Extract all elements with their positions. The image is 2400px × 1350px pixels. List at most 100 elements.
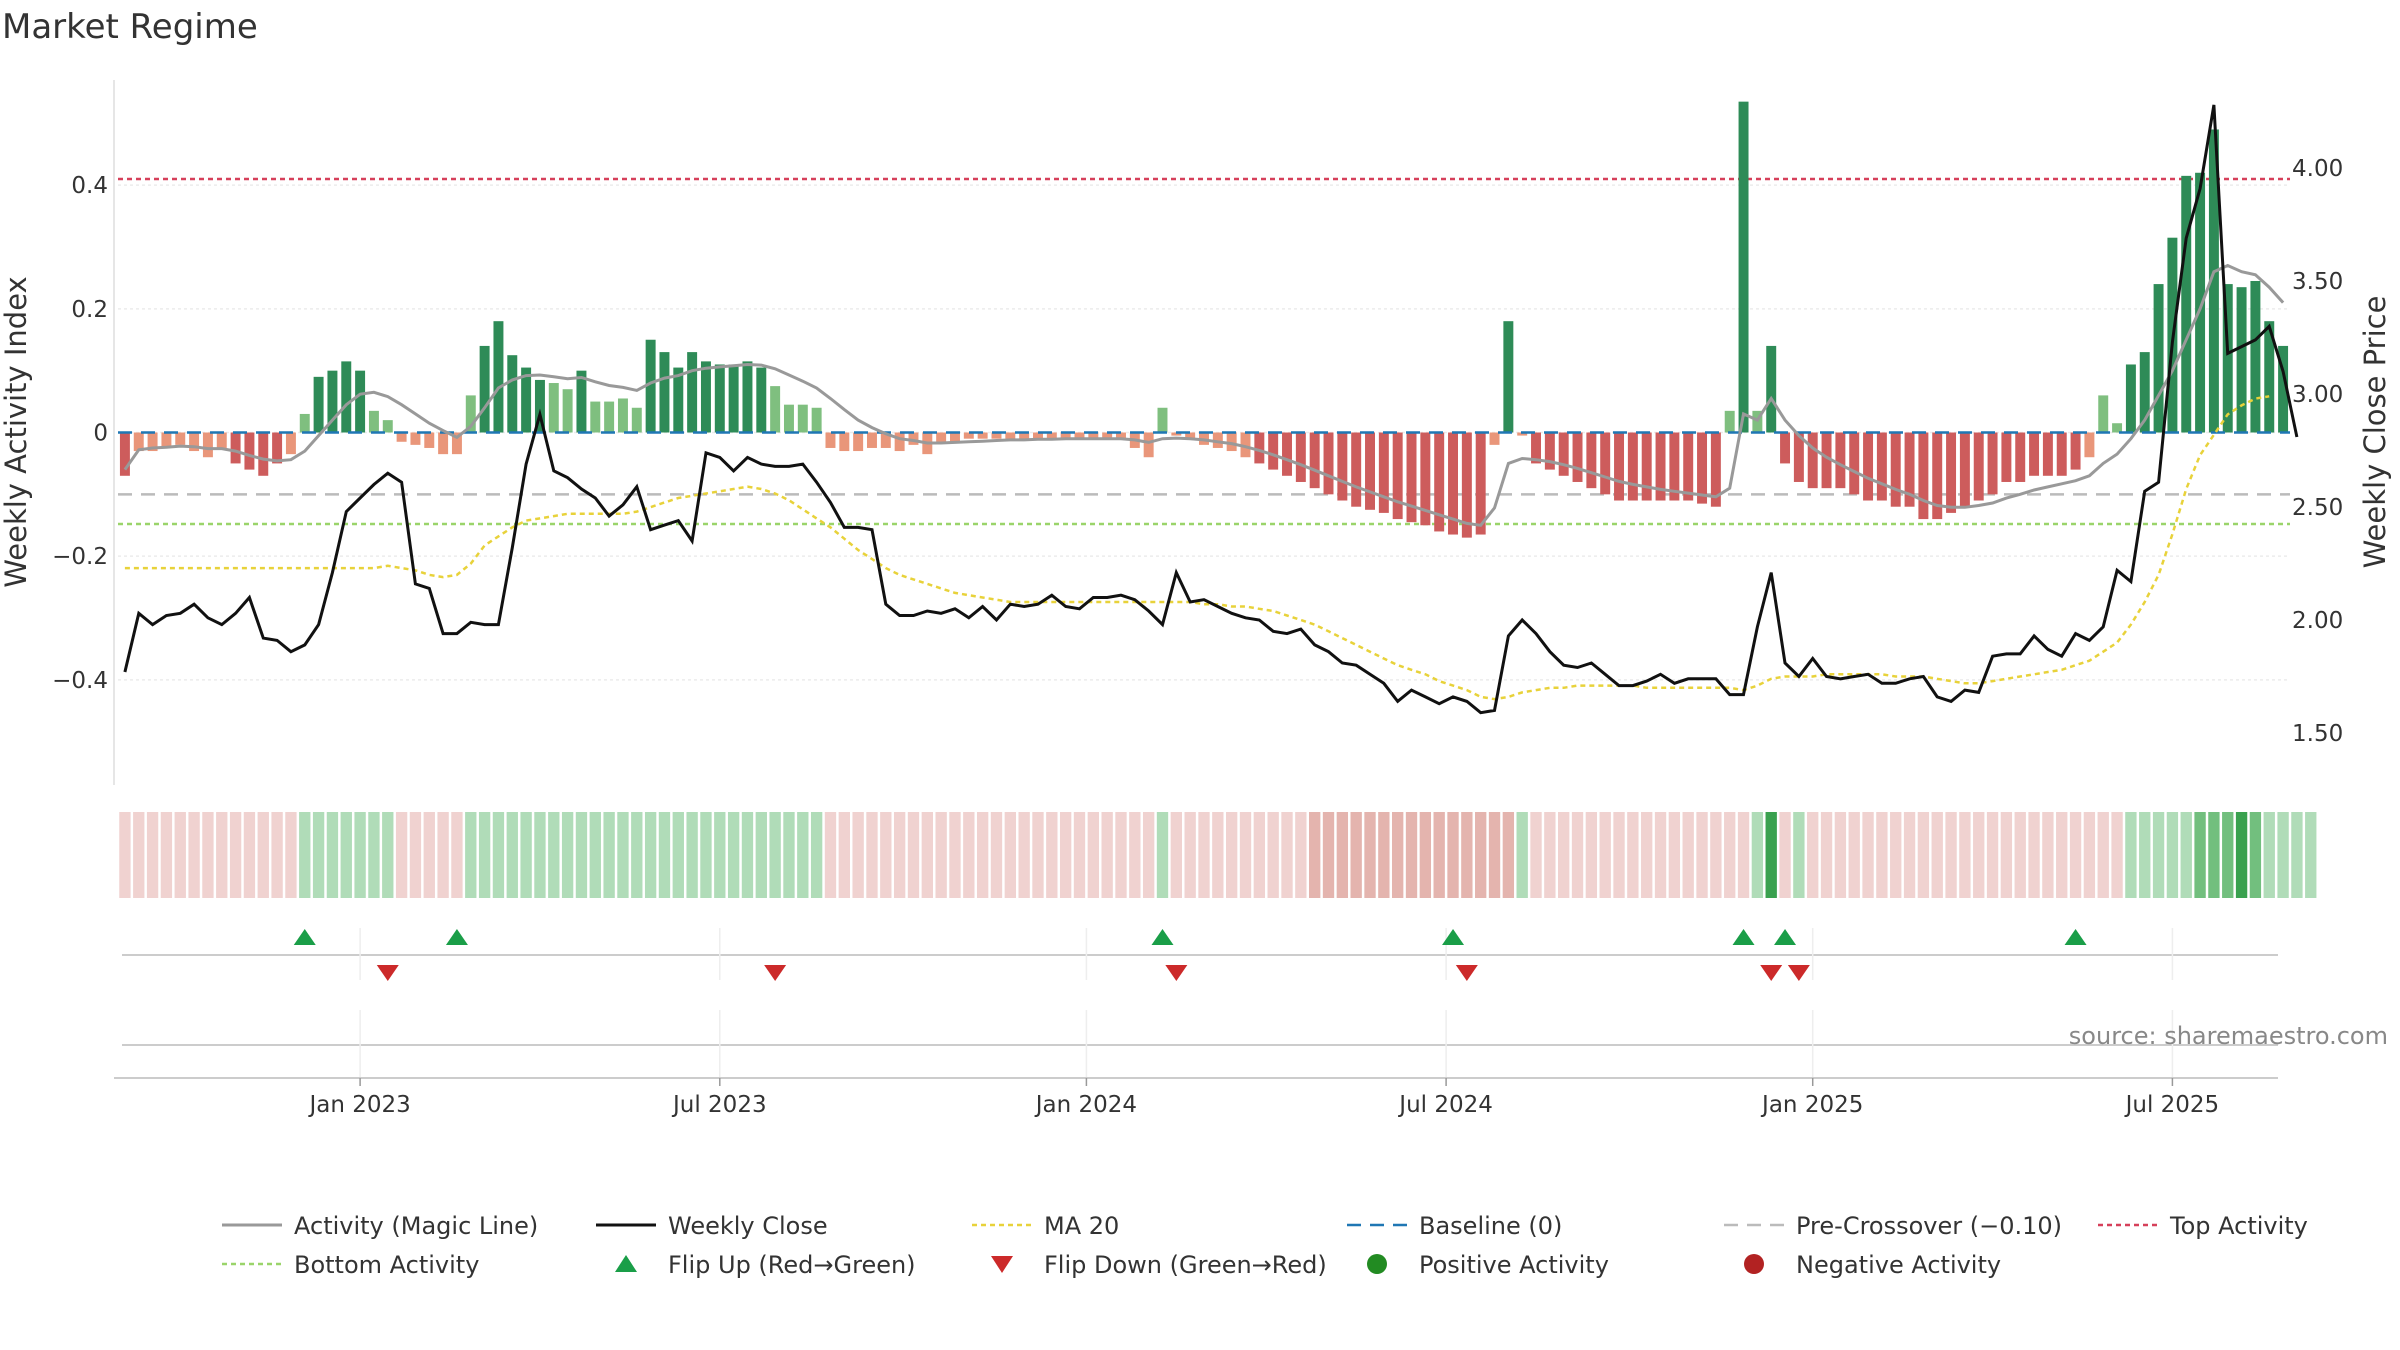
activity-bar bbox=[1461, 432, 1472, 538]
regime-cell bbox=[810, 812, 823, 898]
activity-bar bbox=[1973, 432, 1984, 501]
regime-cell bbox=[451, 812, 463, 898]
x-tick-label: Jul 2023 bbox=[671, 1092, 767, 1118]
regime-cell bbox=[852, 812, 864, 898]
regime-cell bbox=[2056, 812, 2068, 898]
activity-bar bbox=[866, 432, 877, 448]
regime-cell bbox=[1779, 812, 1791, 898]
regime-cell bbox=[1710, 812, 1722, 898]
activity-bar bbox=[548, 383, 559, 433]
regime-cell bbox=[2152, 812, 2165, 898]
regime-cell bbox=[1544, 812, 1556, 898]
activity-bar bbox=[963, 432, 974, 439]
regime-cell bbox=[409, 812, 422, 898]
activity-bar bbox=[617, 398, 628, 433]
flip-down-marker bbox=[1455, 965, 1478, 981]
activity-bar bbox=[1517, 432, 1528, 436]
flip-down-marker bbox=[1760, 965, 1783, 981]
regime-cell bbox=[714, 812, 726, 898]
activity-bar bbox=[1282, 432, 1292, 476]
y-left-tick: −0.4 bbox=[52, 668, 108, 694]
regime-cell bbox=[1488, 812, 1501, 898]
regime-cell bbox=[561, 812, 574, 898]
legend-label: Activity (Magic Line) bbox=[294, 1212, 538, 1240]
regime-cell bbox=[1281, 812, 1293, 898]
regime-cell bbox=[976, 812, 989, 898]
activity-bar bbox=[244, 432, 255, 470]
activity-bar bbox=[1365, 432, 1375, 510]
activity-bar bbox=[1780, 432, 1791, 464]
regime-cell bbox=[160, 812, 173, 898]
flip-down-marker bbox=[376, 965, 399, 981]
regime-cell bbox=[437, 812, 449, 898]
regime-cell bbox=[1917, 812, 1930, 898]
y-right-tick: 4.00 bbox=[2292, 156, 2343, 182]
regime-cell bbox=[312, 812, 325, 898]
regime-cell bbox=[1184, 812, 1196, 898]
y-left-tick: 0 bbox=[93, 421, 108, 447]
regime-cell bbox=[797, 812, 809, 898]
legend-label: Baseline (0) bbox=[1419, 1212, 1562, 1240]
activity-bar bbox=[1309, 432, 1320, 489]
activity-bar bbox=[770, 386, 781, 433]
activity-bar bbox=[1946, 432, 1957, 513]
activity-bar bbox=[1489, 432, 1500, 445]
activity-bar bbox=[1849, 432, 1860, 495]
activity-bar bbox=[521, 367, 532, 433]
y-right-tick: 2.50 bbox=[2292, 495, 2343, 521]
ma20-line bbox=[124, 395, 2270, 701]
activity-bar bbox=[2278, 345, 2289, 433]
activity-bar bbox=[230, 432, 241, 464]
activity-bar bbox=[1185, 432, 1196, 439]
regime-cell bbox=[2139, 812, 2151, 898]
activity-bar bbox=[161, 432, 172, 448]
activity-bar bbox=[1378, 432, 1389, 513]
activity-bar bbox=[355, 370, 366, 433]
activity-bar bbox=[2153, 284, 2164, 433]
regime-cell bbox=[368, 812, 380, 898]
regime-cell bbox=[769, 812, 781, 898]
activity-bar bbox=[202, 432, 213, 458]
activity-bar bbox=[1448, 432, 1458, 535]
regime-cell bbox=[2291, 812, 2303, 898]
regime-cell bbox=[1986, 812, 1999, 898]
activity-bar bbox=[1143, 432, 1154, 458]
legend-item-magic: Activity (Magic Line) bbox=[222, 1212, 538, 1240]
regime-cell bbox=[1336, 812, 1349, 898]
flip-up-marker bbox=[1774, 929, 1797, 945]
activity-bar bbox=[659, 352, 670, 433]
activity-bar bbox=[1157, 407, 1168, 433]
regime-cell bbox=[1032, 812, 1044, 898]
regime-cell bbox=[1945, 812, 1957, 898]
regime-cell bbox=[1959, 812, 1971, 898]
activity-bar bbox=[977, 432, 988, 439]
regime-cell bbox=[1004, 812, 1016, 898]
activity-bar bbox=[1724, 410, 1735, 433]
activity-bar bbox=[576, 370, 587, 433]
activity-bar bbox=[1240, 432, 1251, 458]
activity-bar bbox=[493, 321, 504, 433]
regime-cell bbox=[1046, 812, 1058, 898]
regime-cell bbox=[1253, 812, 1266, 898]
regime-cell bbox=[727, 812, 740, 898]
regime-cell bbox=[1654, 812, 1667, 898]
regime-cell bbox=[1696, 812, 1708, 898]
regime-cell bbox=[2014, 812, 2026, 898]
regime-cell bbox=[1378, 812, 1390, 898]
regime-cell bbox=[2083, 812, 2096, 898]
activity-bar bbox=[313, 376, 324, 433]
activity-bar bbox=[327, 370, 338, 433]
y-right-tick: 3.00 bbox=[2292, 382, 2343, 408]
regime-cell bbox=[1585, 812, 1598, 898]
regime-cell bbox=[1198, 812, 1210, 898]
activity-bar bbox=[1821, 432, 1832, 489]
activity-bar bbox=[2236, 287, 2247, 433]
flip-panel bbox=[122, 928, 2278, 981]
activity-bar bbox=[894, 432, 905, 452]
activity-bar bbox=[2042, 432, 2053, 476]
activity-bar bbox=[783, 404, 794, 433]
activity-bar bbox=[1337, 432, 1348, 501]
y-left-label: Weekly Activity Index bbox=[0, 276, 33, 587]
legend-item-negact: Negative Activity bbox=[1744, 1251, 2001, 1279]
regime-cell bbox=[1613, 812, 1625, 898]
